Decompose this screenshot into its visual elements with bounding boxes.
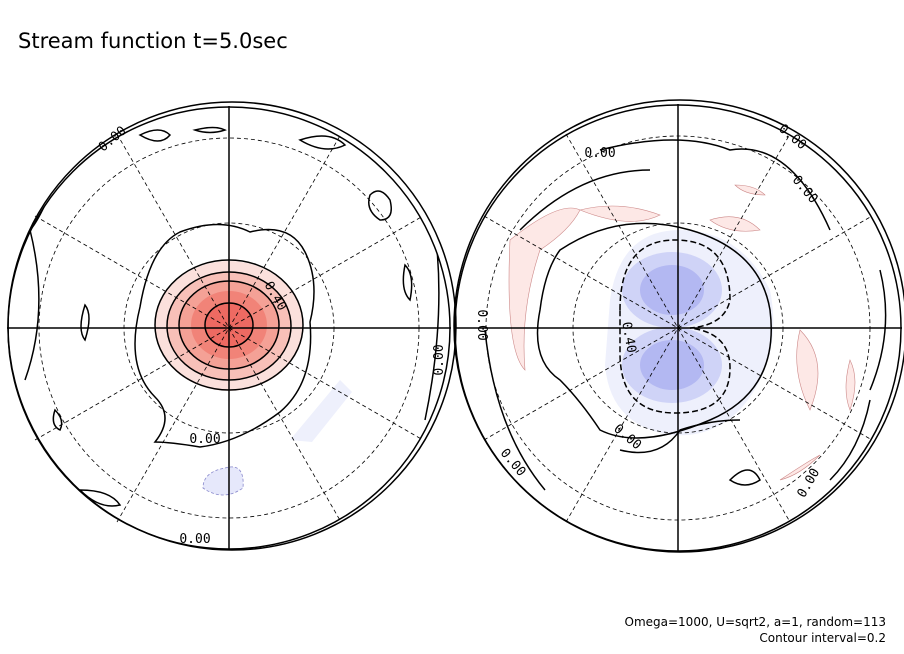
- contour-label: 0.00: [432, 344, 447, 375]
- left-panel: 0.00 0.40 0.00 0.00 0.00: [7, 101, 457, 551]
- contour-label: 0.00: [775, 122, 809, 154]
- contour-label: 0.00: [179, 532, 210, 547]
- contour-label: 0.00: [474, 309, 489, 340]
- title: Stream function t=5.0sec: [18, 29, 288, 53]
- footer-note: Contour interval=0.2: [759, 631, 886, 645]
- contour-label: 0.40: [618, 321, 638, 354]
- contour-label: 0.00: [610, 422, 644, 454]
- contour-label: 0.00: [96, 124, 130, 156]
- contour-label: 0.00: [189, 432, 220, 447]
- footer-note: Omega=1000, U=sqrt2, a=1, random=113: [625, 615, 887, 629]
- right-panel: 0.00 0.00 0.00 0.00 0.40 0.00 0.00 0.00: [453, 99, 904, 553]
- contour-label: 0.00: [584, 146, 615, 161]
- contour-label: 0.00: [497, 446, 529, 480]
